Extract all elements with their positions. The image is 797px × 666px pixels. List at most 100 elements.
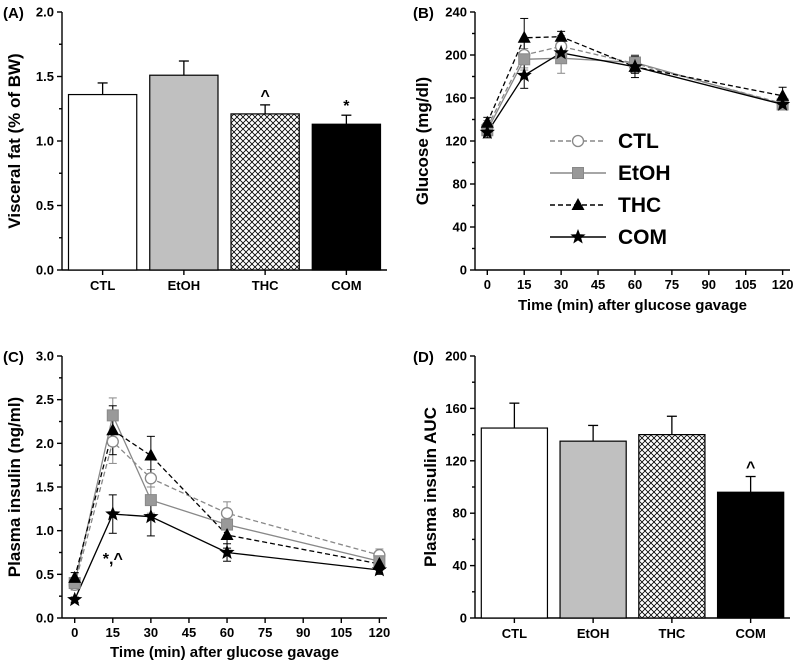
bar-thc — [230, 113, 300, 271]
y-tick-label: 0.5 — [36, 567, 54, 582]
y-tick-label: 80 — [453, 177, 467, 192]
x-tick-label: 60 — [628, 277, 642, 292]
panel-a-visceral-fat: 0.0 0.5 1.0 1.5 2.0 (A) Visceral fat (% of BW)… — [3, 5, 387, 293]
point-thc — [144, 448, 158, 461]
x-axis-label: Time (min) after glucose gavage — [110, 644, 339, 661]
point-etoh — [518, 53, 531, 66]
bar-thc — [638, 434, 706, 619]
x-tick-label: EtOH — [577, 626, 610, 641]
x-tick-label: 30 — [554, 277, 568, 292]
point-thc — [68, 570, 82, 583]
point-thc — [776, 88, 790, 101]
point-etoh — [106, 409, 119, 422]
x-tick-label: CTL — [90, 278, 115, 293]
y-tick-label: 240 — [445, 5, 467, 20]
y-tick-label: 1.5 — [36, 480, 54, 495]
point-thc — [220, 528, 234, 541]
y-tick-label: 2.5 — [36, 392, 54, 407]
x-tick-label: COM — [331, 278, 361, 293]
y-tick-label: 0.0 — [36, 263, 54, 278]
legend: CTL EtOH THC COM — [550, 130, 671, 249]
legend-marker-thc — [571, 198, 585, 210]
y-tick-label: 120 — [445, 134, 467, 149]
x-tick-label: 15 — [106, 625, 120, 640]
legend-label-etoh: EtOH — [618, 162, 671, 185]
bar-ctl — [480, 427, 549, 619]
point-thc — [106, 423, 120, 436]
y-tick-label: 160 — [445, 91, 467, 106]
y-tick-label: 2.0 — [36, 5, 54, 20]
y-tick-label: 1.5 — [36, 69, 54, 84]
bar-etoh — [559, 440, 627, 619]
panel-title: (B) — [413, 5, 434, 22]
point-com — [105, 506, 121, 521]
x-tick-label: 90 — [702, 277, 716, 292]
y-tick-label: 0.5 — [36, 198, 54, 213]
y-tick-label: 40 — [453, 220, 467, 235]
x-tick-label: 60 — [220, 625, 234, 640]
x-tick-label: 75 — [665, 277, 679, 292]
y-tick-label: 0.0 — [36, 611, 54, 626]
y-axis-label: Plasma insulin AUC — [421, 407, 440, 567]
point-com — [775, 96, 791, 111]
x-tick-label: 45 — [591, 277, 605, 292]
x-tick-label: CTL — [502, 626, 527, 641]
y-tick-label: 160 — [445, 401, 467, 416]
point-com — [553, 44, 569, 60]
y-tick-label: 40 — [453, 558, 467, 573]
panel-title: (D) — [413, 349, 434, 366]
point-com — [143, 508, 159, 524]
point-com — [627, 58, 643, 74]
point-com — [371, 562, 387, 577]
point-ctl — [106, 435, 119, 448]
y-axis-label: Plasma insulin (ng/ml) — [5, 397, 24, 577]
series-line-thc — [486, 36, 783, 123]
y-tick-label: 200 — [445, 349, 467, 364]
x-tick-label: THC — [659, 626, 686, 641]
significance-mark: * — [343, 98, 350, 115]
y-axis-label: Glucose (mg/dl) — [413, 77, 432, 205]
panel-d-insulin-auc: 0 40 80 120 160 200 (D) Plasma insulin AUC CTL Et… — [413, 349, 790, 641]
bar-com — [311, 123, 382, 271]
x-tick-label: 0 — [71, 625, 78, 640]
point-com — [479, 124, 495, 139]
x-tick-label: 0 — [484, 277, 491, 292]
y-tick-label: 200 — [445, 48, 467, 63]
panel-c-plasma-insulin: 0.0 0.5 1.0 1.5 2.0 2.5 3.0 (C) Plasma insulin (… — [3, 349, 390, 662]
x-tick-label: EtOH — [168, 278, 201, 293]
legend-label-ctl: CTL — [618, 130, 659, 153]
significance-mark: ^ — [260, 88, 269, 105]
x-tick-label: 90 — [296, 625, 310, 640]
x-tick-label: COM — [735, 626, 765, 641]
x-axis-label: Time (min) after glucose gavage — [518, 297, 747, 314]
x-tick-label: 45 — [182, 625, 196, 640]
y-tick-label: 3.0 — [36, 349, 54, 364]
x-tick-label: 105 — [735, 277, 757, 292]
point-etoh — [144, 494, 157, 507]
x-tick-label: 30 — [144, 625, 158, 640]
x-tick-label: 15 — [517, 277, 531, 292]
legend-marker-com — [570, 229, 586, 244]
point-com — [219, 544, 235, 559]
y-tick-label: 2.0 — [36, 436, 54, 451]
x-tick-label: 120 — [772, 277, 794, 292]
y-tick-label: 80 — [453, 506, 467, 521]
point-ctl — [144, 472, 158, 485]
y-tick-label: 1.0 — [36, 523, 54, 538]
legend-marker-etoh — [572, 167, 584, 179]
significance-mark: ^ — [746, 460, 755, 477]
x-tick-label: 105 — [330, 625, 352, 640]
bar-etoh — [149, 74, 219, 271]
point-thc — [480, 115, 494, 128]
panel-title: (A) — [3, 5, 24, 22]
legend-label-com: COM — [618, 226, 667, 249]
point-thc — [517, 30, 531, 43]
panel-title: (C) — [3, 349, 24, 366]
y-tick-label: 0 — [460, 263, 467, 278]
y-tick-label: 120 — [445, 453, 467, 468]
x-tick-label: 120 — [369, 625, 391, 640]
point-com — [67, 591, 83, 607]
point-com — [516, 67, 532, 82]
legend-marker-ctl — [571, 134, 585, 148]
